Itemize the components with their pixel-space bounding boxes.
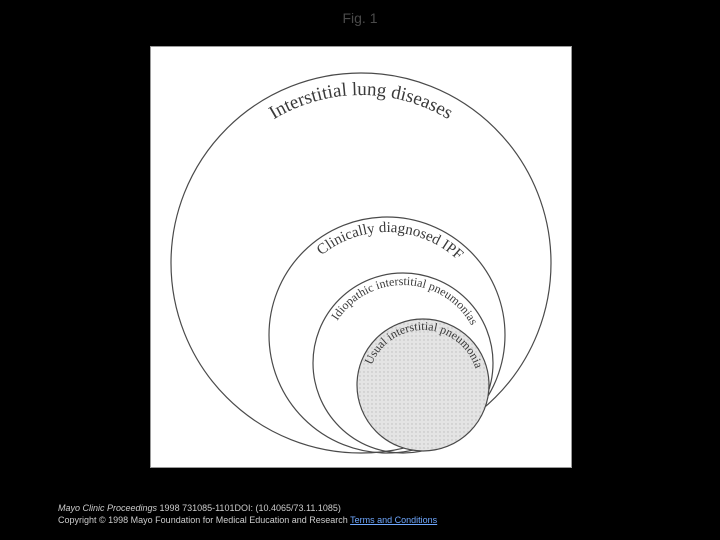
journal-name: Mayo Clinic Proceedings [58, 503, 157, 513]
label-ipf: Clinically diagnosed IPF [314, 220, 466, 263]
copyright-line: Copyright © 1998 Mayo Foundation for Med… [58, 514, 437, 526]
terms-link[interactable]: Terms and Conditions [350, 515, 437, 525]
copyright-text: Copyright © 1998 Mayo Foundation for Med… [58, 515, 350, 525]
diagram-panel: Interstitial lung diseasesClinically dia… [150, 46, 572, 468]
caption-block: Mayo Clinic Proceedings 1998 731085-1101… [58, 502, 437, 526]
citation-line: Mayo Clinic Proceedings 1998 731085-1101… [58, 502, 437, 514]
citation-rest: 1998 731085-1101DOI: (10.4065/73.11.1085… [157, 503, 341, 513]
figure-label: Fig. 1 [0, 10, 720, 26]
nested-circle-diagram: Interstitial lung diseasesClinically dia… [151, 47, 571, 467]
slide: { "figure": { "label": "Fig. 1", "label_… [0, 0, 720, 540]
label-iip: Idiopathic interstitial pneumonias [328, 274, 481, 327]
